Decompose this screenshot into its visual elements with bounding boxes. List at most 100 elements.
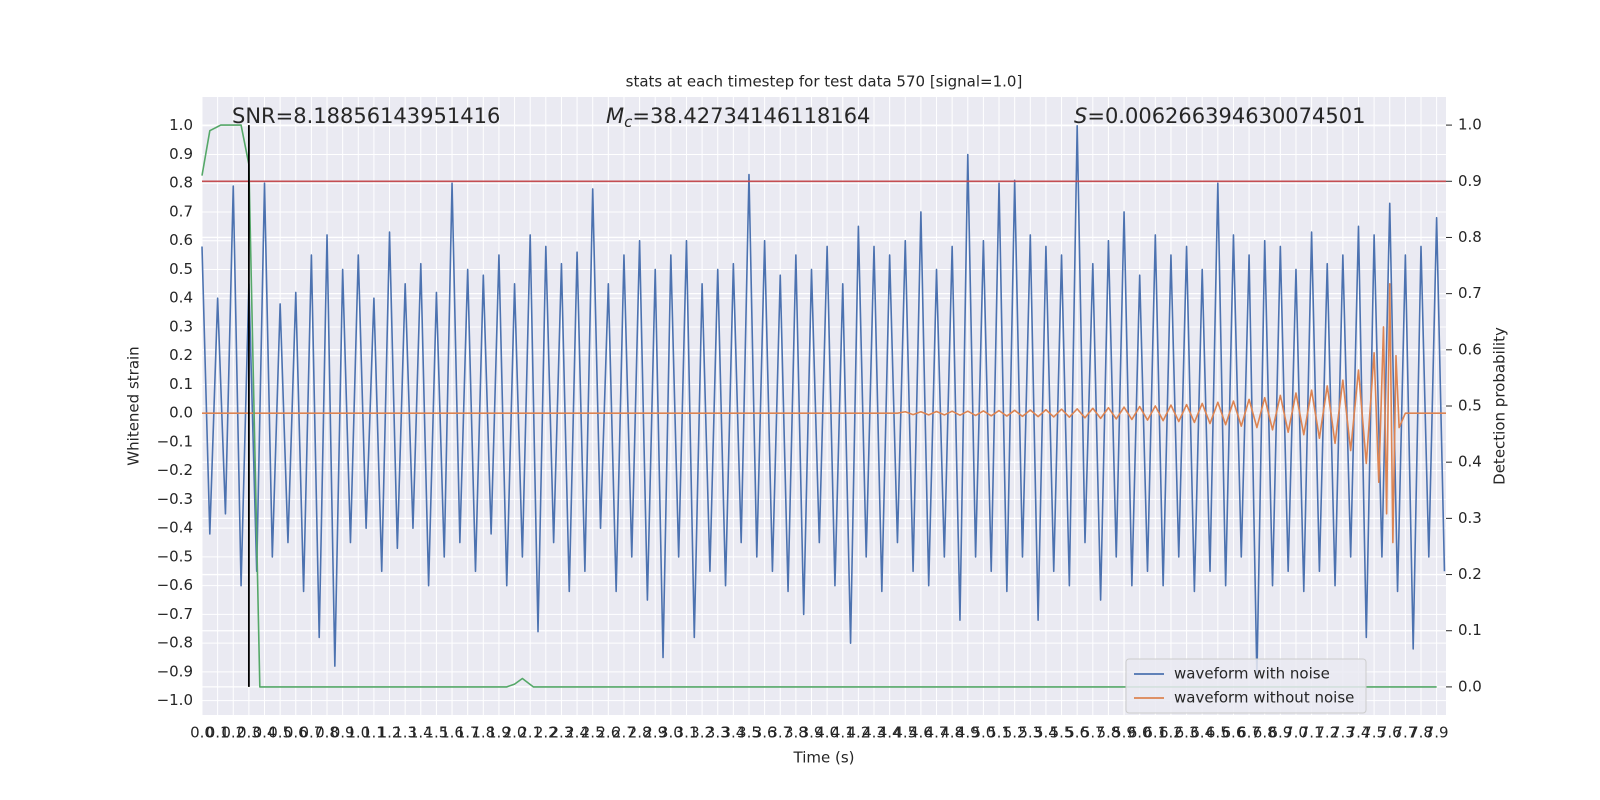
x-tick-label: 0.6	[284, 724, 308, 742]
x-tick-label: 1.8	[471, 724, 495, 742]
y2-tick-label: 0.2	[1458, 565, 1482, 583]
x-tick-label: 4.9	[956, 724, 980, 742]
x-tick-label: 7.5	[1362, 724, 1386, 742]
x-tick-label: 1.6	[440, 724, 464, 742]
x-tick-label: 6.4	[1190, 724, 1214, 742]
annotation-symbol: M	[606, 104, 624, 128]
y2-tick-label: 0.9	[1458, 172, 1482, 190]
x-tick-label: 6.6	[1222, 724, 1246, 742]
annotation: S=0.006266394630074501	[1074, 104, 1365, 128]
y2-tick-label: 0.7	[1458, 284, 1482, 302]
x-tick-label: 0.8	[315, 724, 339, 742]
y-tick-label: −0.6	[157, 576, 193, 594]
x-tick-label: 4.0	[815, 724, 839, 742]
y2-tick-label: 0.1	[1458, 621, 1482, 639]
x-tick-label: 7.6	[1378, 724, 1402, 742]
y-tick-label: 1.0	[169, 116, 193, 134]
x-tick-label: 0.5	[268, 724, 292, 742]
legend: waveform with noise waveform without nois…	[1125, 658, 1367, 714]
y2-tick-label: 0.6	[1458, 340, 1482, 358]
x-tick-label: 7.4	[1347, 724, 1371, 742]
x-tick-label: 4.8	[940, 724, 964, 742]
x-tick-label: 1.2	[378, 724, 402, 742]
x-tick-label: 2.0	[503, 724, 527, 742]
x-tick-label: 2.9	[643, 724, 667, 742]
x-tick-label: 3.9	[800, 724, 824, 742]
x-tick-label: 7.0	[1284, 724, 1308, 742]
y-tick-label: −0.9	[157, 662, 193, 680]
x-tick-label: 5.5	[1050, 724, 1074, 742]
x-tick-label: 5.8	[1097, 724, 1121, 742]
y-tick-label: 0.4	[169, 289, 193, 307]
y-tick-label: 0.9	[169, 145, 193, 163]
x-tick-label: 0.0	[190, 724, 214, 742]
x-tick-label: 2.3	[550, 724, 574, 742]
x-tick-label: 4.2	[846, 724, 870, 742]
x-tick-label: 2.6	[596, 724, 620, 742]
series-line	[202, 283, 1446, 544]
grid	[201, 97, 1446, 715]
x-axis-label: Time (s)	[793, 749, 855, 767]
legend-label: waveform with noise	[1174, 665, 1330, 683]
y-tick-label: 0.2	[169, 346, 193, 364]
x-tick-label: 4.7	[925, 724, 949, 742]
x-tick-label: 4.3	[862, 724, 886, 742]
y2-tick-label: 0.5	[1458, 397, 1482, 415]
legend-box	[1125, 658, 1367, 714]
x-tick-label: 1.4	[409, 724, 433, 742]
x-tick-label: 0.4	[253, 724, 277, 742]
y-tick-label: −0.1	[157, 432, 193, 450]
x-tick-label: 0.2	[221, 724, 245, 742]
series-line	[201, 124, 1437, 688]
annotation-text: SNR=8.18856143951416	[232, 104, 500, 128]
y2-tick-label: 0.0	[1458, 677, 1482, 695]
x-tick-label: 2.7	[612, 724, 636, 742]
x-tick-label: 3.8	[784, 724, 808, 742]
x-tick-label: 0.9	[331, 724, 355, 742]
x-tick-label: 5.1	[987, 724, 1011, 742]
annotation: Mc=38.42734146118164	[606, 104, 870, 131]
x-tick-label: 3.2	[690, 724, 714, 742]
y2-tick-label: 0.4	[1458, 453, 1482, 471]
y-tick-label: 0.7	[169, 202, 193, 220]
x-tick-label: 7.8	[1409, 724, 1433, 742]
annotation-subscript: c	[624, 113, 633, 131]
chart-title: stats at each timestep for test data 570…	[626, 73, 1023, 91]
x-tick-label: 6.7	[1237, 724, 1261, 742]
x-tick-label: 4.6	[909, 724, 933, 742]
y2-tick-label: 0.8	[1458, 228, 1482, 246]
x-tick-label: 2.4	[565, 724, 589, 742]
x-tick-label: 7.9	[1425, 724, 1449, 742]
x-tick-label: 3.4	[721, 724, 745, 742]
y-tick-label: −0.8	[157, 634, 193, 652]
x-tick-label: 1.1	[362, 724, 386, 742]
y-tick-label: 0.8	[169, 174, 193, 192]
x-tick-label: 4.1	[831, 724, 855, 742]
y-tick-label: −0.5	[157, 547, 193, 565]
y-tick-label: 0.1	[169, 375, 193, 393]
x-tick-label: 4.4	[878, 724, 902, 742]
y-tick-label: −0.7	[157, 605, 193, 623]
y2-axis-label: Detection probability	[1491, 327, 1509, 485]
x-tick-label: 7.1	[1300, 724, 1324, 742]
x-tick-label: 6.2	[1159, 724, 1183, 742]
x-tick-label: 6.0	[1128, 724, 1152, 742]
y-tick-label: 0.6	[169, 231, 193, 249]
y-tick-label: 0.0	[169, 404, 193, 422]
y2-tick-label: 0.3	[1458, 509, 1482, 527]
x-tick-label: 1.9	[487, 724, 511, 742]
annotation-symbol: S	[1074, 104, 1087, 128]
x-tick-label: 6.5	[1206, 724, 1230, 742]
x-tick-label: 2.2	[534, 724, 558, 742]
x-tick-label: 0.7	[299, 724, 323, 742]
x-tick-label: 3.3	[706, 724, 730, 742]
y-tick-label: −0.4	[157, 519, 193, 537]
series-line	[201, 124, 1446, 679]
x-tick-label: 3.5	[737, 724, 761, 742]
x-tick-label: 5.6	[1065, 724, 1089, 742]
x-tick-label: 3.7	[768, 724, 792, 742]
x-tick-label: 3.1	[675, 724, 699, 742]
y-tick-label: 0.3	[169, 317, 193, 335]
x-tick-label: 6.1	[1143, 724, 1167, 742]
x-tick-label: 5.4	[1034, 724, 1058, 742]
